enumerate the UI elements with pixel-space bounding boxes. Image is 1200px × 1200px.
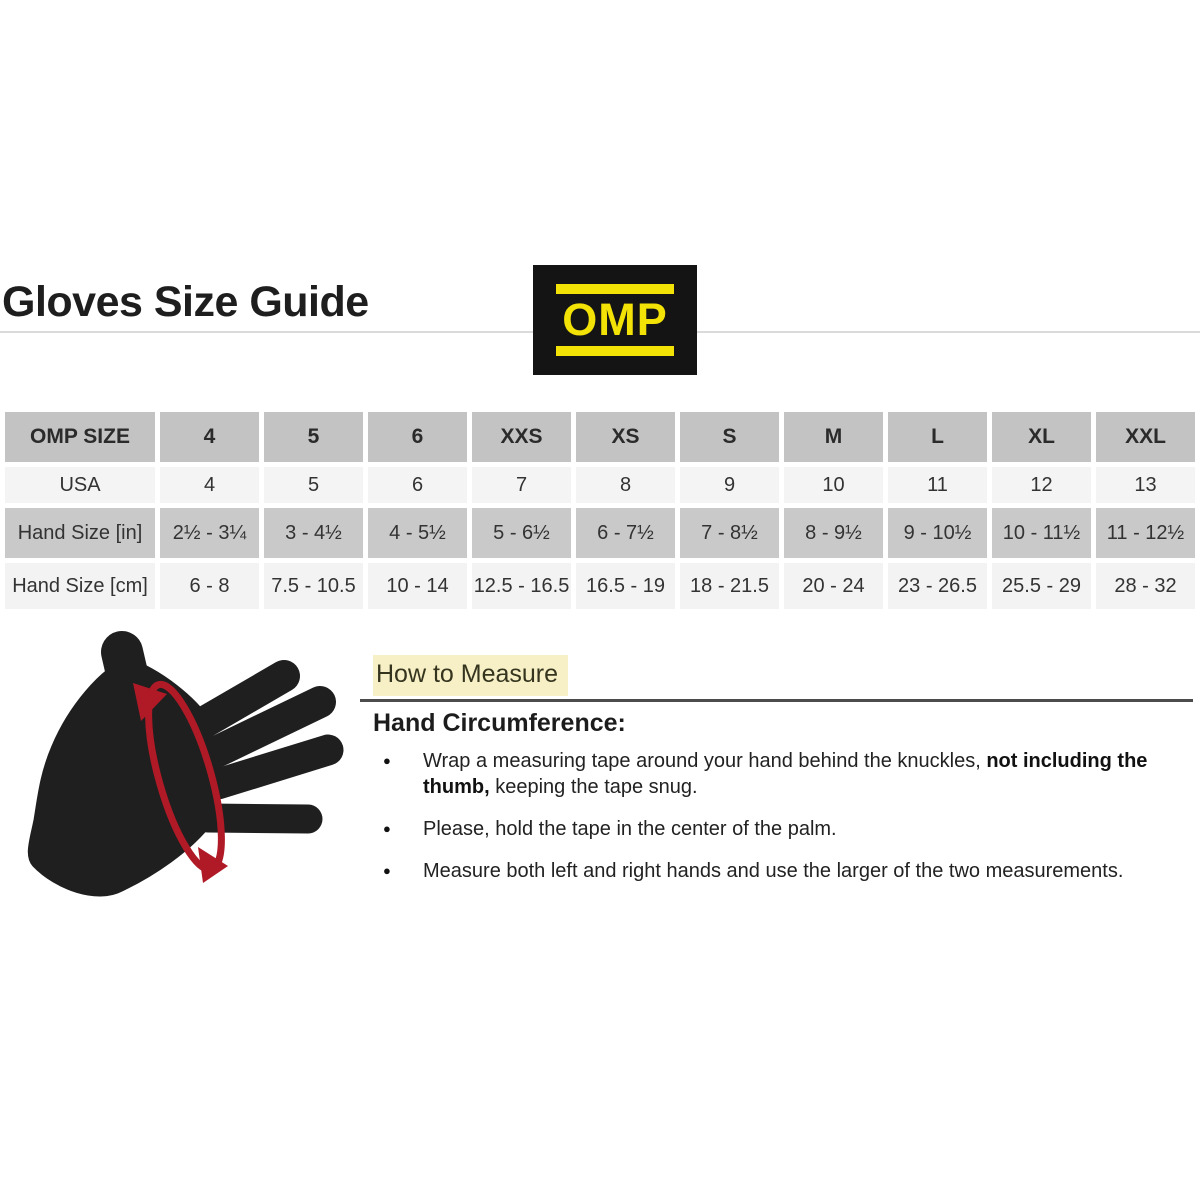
table-cell: 7 — [472, 467, 571, 503]
bullet-icon: ● — [383, 863, 391, 878]
table-cell: 7 - 8½ — [680, 508, 779, 558]
table-cell: 11 — [888, 467, 987, 503]
hand-silhouette-icon — [27, 631, 344, 897]
logo-top-bar-icon — [556, 283, 674, 294]
row-label: Hand Size [cm] — [5, 563, 155, 609]
logo-text: OMP — [562, 293, 668, 345]
table-cell: 25.5 - 29 — [992, 563, 1091, 609]
table-cell: 5 - 6½ — [472, 508, 571, 558]
header-cell-omp-size: OMP SIZE — [5, 412, 155, 462]
table-cell: 8 — [576, 467, 675, 503]
bullet-text: Wrap a measuring tape around your hand b… — [423, 750, 1148, 798]
table-cell: 9 — [680, 467, 779, 503]
measure-bullet: ● Measure both left and right hands and … — [373, 858, 1173, 884]
page-title: Gloves Size Guide — [2, 278, 369, 326]
bullet-text: Please, hold the tape in the center of t… — [423, 818, 837, 840]
table-cell: 20 - 24 — [784, 563, 883, 609]
table-cell: 10 - 11½ — [992, 508, 1091, 558]
bullet-icon: ● — [383, 821, 391, 836]
measure-bullet: ● Wrap a measuring tape around your hand… — [373, 748, 1173, 800]
measure-bullet: ● Please, hold the tape in the center of… — [373, 816, 1173, 842]
header-cell: S — [680, 412, 779, 462]
table-cell: 4 — [160, 467, 259, 503]
header-cell: XXS — [472, 412, 571, 462]
row-label: Hand Size [in] — [5, 508, 155, 558]
header-cell: M — [784, 412, 883, 462]
table-cell: 8 - 9½ — [784, 508, 883, 558]
table-cell: 9 - 10½ — [888, 508, 987, 558]
header-cell: 5 — [264, 412, 363, 462]
how-to-measure-heading: How to Measure — [373, 655, 569, 696]
table-cell: 6 - 8 — [160, 563, 259, 609]
table-cell: 16.5 - 19 — [576, 563, 675, 609]
header-cell: XL — [992, 412, 1091, 462]
table-cell: 7.5 - 10.5 — [264, 563, 363, 609]
table-cell: 10 — [784, 467, 883, 503]
table-cell: 10 - 14 — [368, 563, 467, 609]
table-cell: 4 - 5½ — [368, 508, 467, 558]
size-table: OMP SIZE 4 5 6 XXS XS S M L XL XXL USA 4… — [0, 407, 1200, 614]
bullet-text: Measure both left and right hands and us… — [423, 860, 1124, 882]
table-cell: 23 - 26.5 — [888, 563, 987, 609]
table-cell: 6 — [368, 467, 467, 503]
header-cell: 4 — [160, 412, 259, 462]
header-cell: L — [888, 412, 987, 462]
size-table-header-row: OMP SIZE 4 5 6 XXS XS S M L XL XXL — [5, 412, 1195, 462]
table-row-hand-size-in: Hand Size [in] 2½ - 3¼ 3 - 4½ 4 - 5½ 5 -… — [5, 508, 1195, 558]
measuring-tape-arrow-icon — [133, 680, 228, 883]
omp-logo: OMP — [533, 265, 697, 375]
hand-circumference-heading: Hand Circumference: — [373, 709, 626, 737]
table-cell: 12.5 - 16.5 — [472, 563, 571, 609]
table-cell: 11 - 12½ — [1096, 508, 1195, 558]
bullet-icon: ● — [383, 753, 391, 768]
row-label: USA — [5, 467, 155, 503]
table-cell: 5 — [264, 467, 363, 503]
measure-divider — [360, 699, 1193, 702]
table-cell: 28 - 32 — [1096, 563, 1195, 609]
hand-measure-illustration — [27, 631, 344, 897]
table-cell: 13 — [1096, 467, 1195, 503]
header-cell: 6 — [368, 412, 467, 462]
table-cell: 18 - 21.5 — [680, 563, 779, 609]
table-cell: 2½ - 3¼ — [160, 508, 259, 558]
table-cell: 12 — [992, 467, 1091, 503]
logo-bottom-bar-icon — [556, 346, 674, 357]
header-cell: XS — [576, 412, 675, 462]
table-row-hand-size-cm: Hand Size [cm] 6 - 8 7.5 - 10.5 10 - 14 … — [5, 563, 1195, 609]
header-cell: XXL — [1096, 412, 1195, 462]
table-cell: 3 - 4½ — [264, 508, 363, 558]
table-row-usa: USA 4 5 6 7 8 9 10 11 12 13 — [5, 467, 1195, 503]
measure-bullet-list: ● Wrap a measuring tape around your hand… — [373, 748, 1173, 900]
table-cell: 6 - 7½ — [576, 508, 675, 558]
